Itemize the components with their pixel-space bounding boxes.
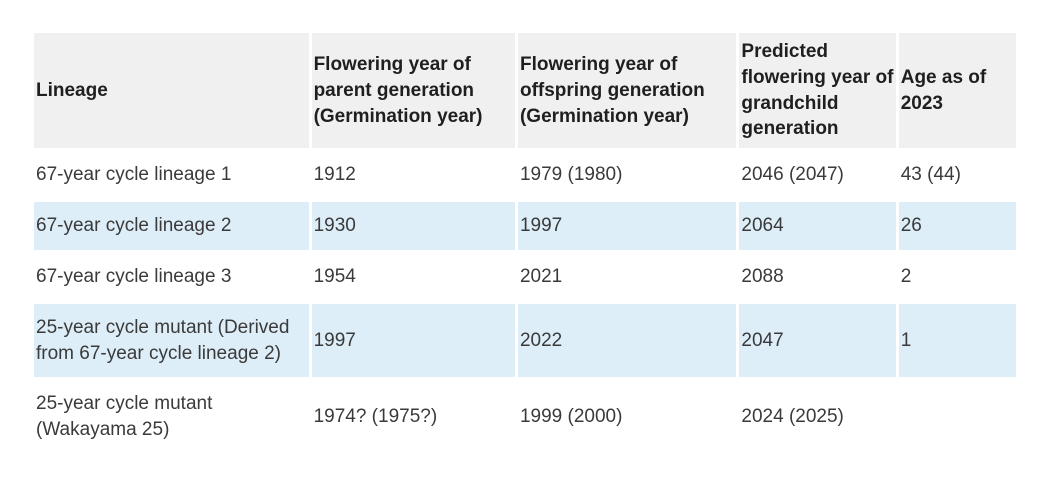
header-row: Lineage Flowering year of parent generat… bbox=[34, 33, 1016, 149]
table-row-25-year-mutant-wakayama: 25-year cycle mutant (Wakayama 25) 1974?… bbox=[34, 380, 1016, 455]
table-row-67-year-lineage-2: 67-year cycle lineage 2 1930 1997 2064 2… bbox=[34, 202, 1016, 250]
cell-lineage: 67-year cycle lineage 3 bbox=[34, 252, 309, 301]
cell-age: 26 bbox=[898, 202, 1016, 250]
table-header: Lineage Flowering year of parent generat… bbox=[34, 33, 1016, 149]
cell-grandchild-flowering-year: 2024 (2025) bbox=[739, 380, 896, 455]
col-header-parent-flowering-year: Flowering year of parent generation (Ger… bbox=[311, 33, 515, 149]
cell-grandchild-flowering-year: 2046 (2047) bbox=[739, 151, 896, 200]
cell-lineage: 25-year cycle mutant (Derived from 67-ye… bbox=[34, 303, 309, 378]
cell-grandchild-flowering-year: 2088 bbox=[739, 252, 896, 301]
cell-parent-flowering-year: 1912 bbox=[311, 151, 515, 200]
table-row-67-year-lineage-3: 67-year cycle lineage 3 1954 2021 2088 2 bbox=[34, 252, 1016, 301]
cell-parent-flowering-year: 1974? (1975?) bbox=[311, 380, 515, 455]
cell-age: 2 bbox=[898, 252, 1016, 301]
cell-parent-flowering-year: 1930 bbox=[311, 202, 515, 250]
cell-grandchild-flowering-year: 2047 bbox=[739, 303, 896, 378]
col-header-offspring-flowering-year: Flowering year of offspring generation (… bbox=[517, 33, 737, 149]
cell-parent-flowering-year: 1954 bbox=[311, 252, 515, 301]
cell-parent-flowering-year: 1997 bbox=[311, 303, 515, 378]
col-header-lineage: Lineage bbox=[34, 33, 309, 149]
flowering-lineage-table: Lineage Flowering year of parent generat… bbox=[31, 30, 1019, 457]
cell-offspring-flowering-year: 2022 bbox=[517, 303, 737, 378]
col-header-grandchild-flowering-year: Predicted flowering year of grandchild g… bbox=[739, 33, 896, 149]
table-row-67-year-lineage-1: 67-year cycle lineage 1 1912 1979 (1980)… bbox=[34, 151, 1016, 200]
table-body: 67-year cycle lineage 1 1912 1979 (1980)… bbox=[34, 151, 1016, 455]
cell-grandchild-flowering-year: 2064 bbox=[739, 202, 896, 250]
cell-age: 43 (44) bbox=[898, 151, 1016, 200]
cell-lineage: 67-year cycle lineage 2 bbox=[34, 202, 309, 250]
cell-offspring-flowering-year: 2021 bbox=[517, 252, 737, 301]
cell-lineage: 67-year cycle lineage 1 bbox=[34, 151, 309, 200]
cell-offspring-flowering-year: 1997 bbox=[517, 202, 737, 250]
cell-lineage: 25-year cycle mutant (Wakayama 25) bbox=[34, 380, 309, 455]
table-row-25-year-mutant-derived: 25-year cycle mutant (Derived from 67-ye… bbox=[34, 303, 1016, 378]
col-header-age: Age as of 2023 bbox=[898, 33, 1016, 149]
cell-offspring-flowering-year: 1979 (1980) bbox=[517, 151, 737, 200]
cell-offspring-flowering-year: 1999 (2000) bbox=[517, 380, 737, 455]
cell-age bbox=[898, 380, 1016, 455]
cell-age: 1 bbox=[898, 303, 1016, 378]
